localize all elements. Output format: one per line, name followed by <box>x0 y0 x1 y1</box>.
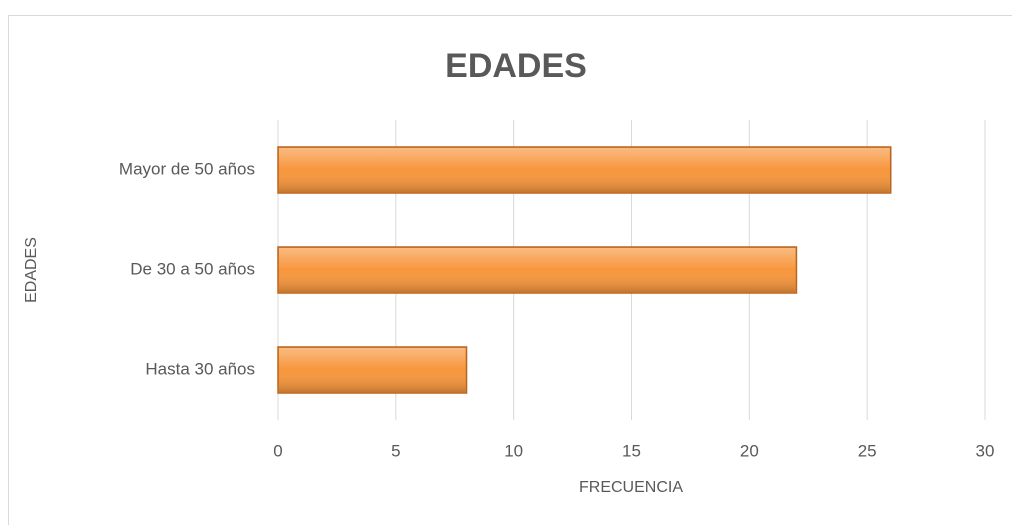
y-tick-label: Hasta 30 años <box>145 359 255 378</box>
x-tick-label: 15 <box>622 441 641 460</box>
x-tick-label: 5 <box>391 441 400 460</box>
x-axis-label: FRECUENCIA <box>579 479 683 496</box>
x-tick-label: 0 <box>273 441 282 460</box>
x-tick-label: 20 <box>740 441 759 460</box>
y-axis-label: EDADES <box>23 237 40 303</box>
y-tick-label: Mayor de 50 años <box>119 159 255 178</box>
x-tick-label: 25 <box>858 441 877 460</box>
bar-highlight <box>279 248 796 292</box>
x-tick-label: 10 <box>504 441 523 460</box>
bar-highlight <box>279 348 466 392</box>
x-tick-label: 30 <box>976 441 995 460</box>
chart-title: EDADES <box>445 47 587 85</box>
bar-highlight <box>279 148 890 192</box>
y-tick-label: De 30 a 50 años <box>130 259 255 278</box>
